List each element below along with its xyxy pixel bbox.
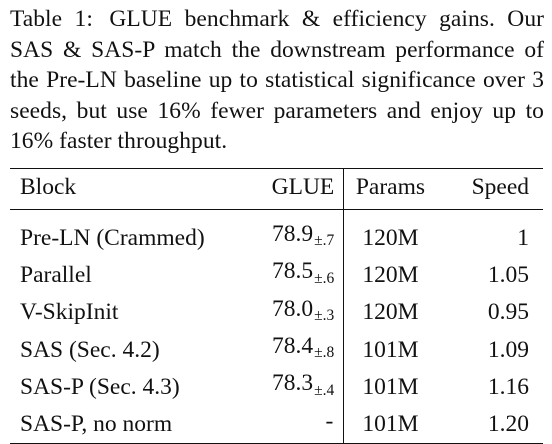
- cell-block: SAS (Sec. 4.2): [20, 336, 160, 363]
- cell-glue: -: [245, 405, 345, 444]
- cell-params: 120M: [362, 224, 419, 251]
- cell-block: Pre-LN (Crammed): [20, 224, 205, 251]
- header-params: Params: [343, 168, 437, 210]
- cell-params: 101M: [362, 373, 419, 400]
- cell-glue: 78.5±.6: [245, 256, 345, 294]
- table-row: SAS (Sec. 4.2) 78.4±.8 101M 1.09: [10, 330, 543, 369]
- header-block: Block: [10, 168, 246, 210]
- glue-score: 78.5: [272, 258, 314, 285]
- glue-score: -: [325, 407, 334, 434]
- cell-params: 120M: [362, 299, 419, 326]
- table-row: SAS-P (Sec. 4.3) 78.3±.4 101M 1.16: [10, 368, 543, 406]
- cell-glue: 78.3±.4: [245, 368, 345, 406]
- header-speed: Speed: [436, 168, 543, 210]
- header-glue: GLUE: [245, 168, 345, 210]
- cell-block: SAS-P (Sec. 4.3): [20, 373, 180, 400]
- caption-label: Table 1:: [10, 6, 93, 32]
- cell-block: SAS-P, no norm: [10, 405, 246, 444]
- table-row: SAS-P, no norm - 101M 1.20: [10, 405, 543, 444]
- cell-speed: 1.09: [487, 336, 529, 363]
- cell-speed: 0.95: [487, 299, 529, 326]
- cell-params: 101M: [343, 405, 437, 444]
- cell-speed: 1: [517, 224, 529, 251]
- cell-glue: 78.0±.3: [245, 293, 345, 331]
- table-header-row: Block GLUE Params Speed: [10, 168, 543, 210]
- table-caption: Table 1: GLUE benchmark & efficiency gai…: [10, 4, 544, 157]
- cell-block: Parallel: [20, 261, 92, 288]
- cell-speed: 1.05: [487, 261, 529, 288]
- cell-params: 101M: [362, 336, 419, 363]
- glue-std: ±.3: [314, 306, 335, 324]
- glue-std: ±.7: [314, 232, 335, 250]
- glue-score: 78.9: [272, 221, 314, 247]
- glue-results-table: Block GLUE Params Speed Pre-LN (Crammed)…: [10, 168, 543, 444]
- table-row: Pre-LN (Crammed) 78.9±.7 120M 1: [10, 209, 543, 257]
- glue-score: 78.4: [272, 332, 314, 359]
- glue-score: 78.3: [272, 370, 314, 397]
- cell-glue: 78.4±.8: [245, 330, 345, 369]
- cell-glue: 78.9±.7: [245, 209, 345, 257]
- glue-std: ±.8: [314, 344, 335, 362]
- cell-block: V-SkipInit: [20, 299, 119, 326]
- table-row: Parallel 78.5±.6 120M 1.05: [10, 256, 543, 294]
- glue-score: 78.0: [272, 295, 314, 322]
- caption-text: GLUE benchmark & efficiency gains. Our S…: [10, 6, 544, 154]
- table-row: V-SkipInit 78.0±.3 120M 0.95: [10, 293, 543, 331]
- glue-std: ±.4: [314, 381, 335, 399]
- cell-speed: 1.20: [436, 405, 543, 444]
- cell-speed: 1.16: [487, 373, 529, 400]
- glue-std: ±.6: [314, 269, 335, 287]
- cell-params: 120M: [362, 261, 419, 288]
